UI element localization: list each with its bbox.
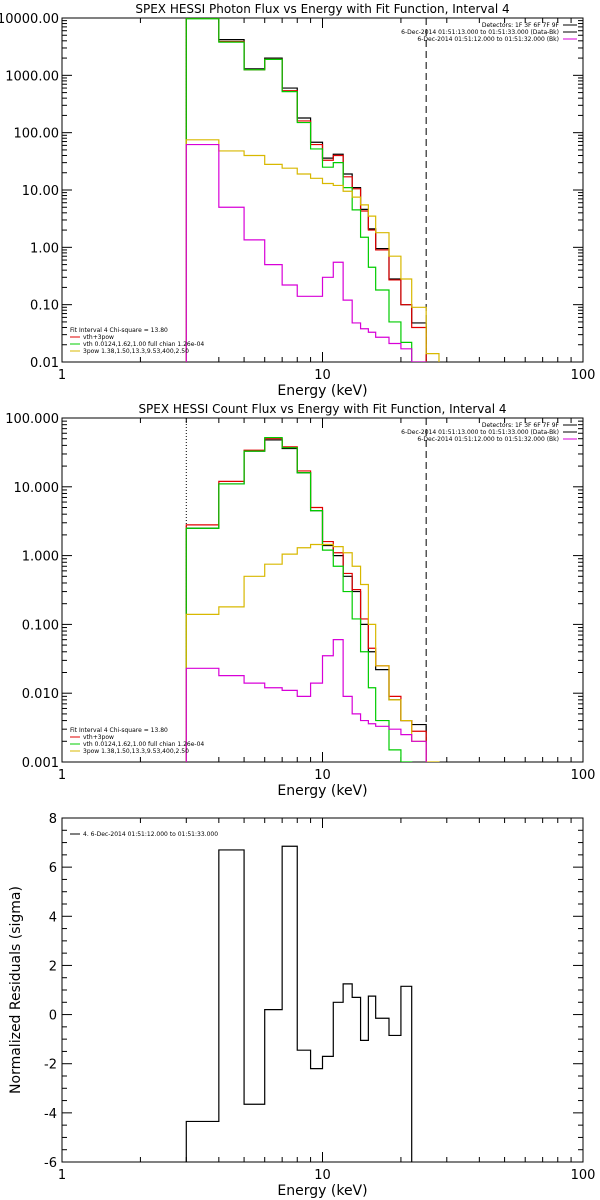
y-axis-label: Normalized Residuals (sigma) [8,886,24,1094]
legend-left: Fit Interval 4 Chi-square = 13.80vth+3po… [70,727,204,755]
series-line-1 [185,845,413,1162]
x-axis-label: Energy (keV) [277,383,367,399]
legend-right-entry: Detectors: 1F 3F 6F 7F 9F [482,22,560,29]
legend-left-entry: 4. 6-Dec-2014 01:51:12.000 to 01:51:33.0… [83,831,218,838]
y-tick-label: 0.10 [30,299,59,314]
y-tick-label: 6 [49,861,57,876]
y-tick-label: 2 [49,959,57,974]
x-axis-ticks [61,418,572,762]
y-axis-ticks [62,20,583,363]
x-tick-label: 1 [58,1168,66,1183]
chart-panel-3: 1 10 100 -6 -4 -2 0 2 4 6 8 Energy (keV) Normalized … [8,812,595,1199]
plot-frame [61,817,584,1163]
legend-right-entry: 6-Dec-2014 01:51:13.000 to 01:51:33.000 … [401,29,559,36]
x-tick-label: 10 [314,368,331,383]
series-line-5 [185,143,427,362]
series-line-1 [185,439,427,762]
legend-right: Detectors: 1F 3F 6F 7F 9F6-Dec-2014 01:5… [401,422,577,443]
x-tick-label: 1 [58,768,66,783]
legend-right-entry: 6-Dec-2014 01:51:13.000 to 01:51:33.000 … [401,429,559,436]
x-axis-label: Energy (keV) [277,783,367,799]
y-tick-label: 10.00 [22,184,59,199]
legend-right: Detectors: 1F 3F 6F 7F 9F6-Dec-2014 01:5… [401,22,577,43]
plot-frame [61,417,584,763]
y-tick-label: 1.000 [22,550,59,565]
legend-left-entry: vth+3pow [83,734,114,741]
legend-left-entry: vth+3pow [83,334,114,341]
y-tick-label: 0 [49,1009,57,1024]
legend-left-entry: 3pow 1.38,1.50,13.3,9.53,400,2.50 [83,348,189,355]
y-tick-label: 1.00 [30,241,59,256]
x-tick-label: 100 [571,1168,596,1183]
y-tick-label: 0.010 [22,687,59,702]
y-tick-label: 4 [49,910,57,925]
y-tick-label: 1000.00 [5,69,59,84]
y-tick-label: 10.000 [14,481,60,496]
legend-left: Fit Interval 4 Chi-square = 13.80vth+3po… [70,327,204,355]
y-tick-label: -2 [44,1058,57,1073]
chart-panel-2: SPEX HESSI Count Flux vs Energy with Fit… [5,402,595,799]
y-axis-ticks [62,817,583,1163]
legend-left-entry: vth 0.0124,1.62,1.00 full chian 1.26e-04 [83,341,204,348]
y-tick-label: 100.00 [14,127,60,142]
y-tick-label: 100.000 [5,412,59,427]
series-group [185,845,413,1162]
series-line-1 [185,18,427,362]
chart-title: SPEX HESSI Count Flux vs Energy with Fit… [138,402,506,416]
x-tick-label: 10 [314,768,331,783]
series-line-3 [185,436,413,762]
series-line-4 [185,543,440,762]
x-axis-ticks [61,18,572,362]
y-tick-label: 0.001 [22,756,59,771]
legend-left: 4. 6-Dec-2014 01:51:12.000 to 01:51:33.0… [70,831,218,838]
x-tick-label: 1 [58,368,66,383]
series-line-2 [185,438,427,762]
chart-panel-1: SPEX HESSI Photon Flux vs Energy with Fi… [0,2,595,399]
y-tick-label: 0.01 [30,356,59,371]
series-line-4 [185,139,440,362]
x-tick-label: 100 [571,768,596,783]
series-line-5 [185,639,427,762]
series-group [185,436,440,762]
y-axis-ticks [62,420,583,763]
y-tick-label: -4 [44,1107,57,1122]
x-tick-label: 10 [314,1168,331,1183]
legend-left-entry: Fit Interval 4 Chi-square = 13.80 [70,727,168,734]
series-group [185,18,440,362]
x-axis-ticks [61,818,572,1162]
legend-left-entry: 3pow 1.38,1.50,13.3,9.53,400,2.50 [83,748,189,755]
legend-left-entry: vth 0.0124,1.62,1.00 full chian 1.26e-04 [83,741,204,748]
y-tick-label: -6 [44,1156,57,1171]
y-tick-label: 0.100 [22,618,59,633]
y-tick-label: 10000.00 [0,12,59,27]
x-tick-label: 100 [571,368,596,383]
legend-left-entry: Fit Interval 4 Chi-square = 13.80 [70,327,168,334]
x-axis-label: Energy (keV) [277,1183,367,1199]
plot-frame [61,17,584,363]
series-line-3 [185,18,427,362]
y-tick-label: 8 [49,812,57,827]
legend-right-entry: Detectors: 1F 3F 6F 7F 9F [482,422,560,429]
legend-right-entry: 6-Dec-2014 01:51:12.000 to 01:51:32.000 … [417,436,559,443]
series-line-2 [185,18,427,362]
legend-right-entry: 6-Dec-2014 01:51:12.000 to 01:51:32.000 … [417,36,559,43]
chart-title: SPEX HESSI Photon Flux vs Energy with Fi… [135,2,509,16]
